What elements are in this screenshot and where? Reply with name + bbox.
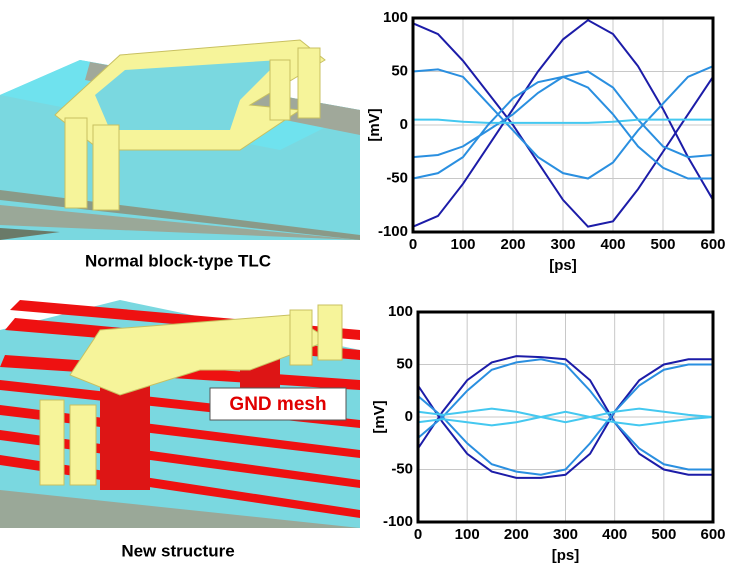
annotation: GND mesh bbox=[229, 394, 326, 415]
y-tick-label: -100 bbox=[383, 513, 413, 530]
x-tick-label: 300 bbox=[550, 236, 575, 253]
x-tick-label: 500 bbox=[651, 526, 676, 543]
x-tick-label: 200 bbox=[504, 526, 529, 543]
y-tick-label: 50 bbox=[391, 62, 408, 79]
x-tick-label: 0 bbox=[414, 526, 422, 543]
x-tick-label: 100 bbox=[455, 526, 480, 543]
caption: Normal block-type TLC bbox=[85, 251, 271, 270]
y-axis-label: [mV] bbox=[366, 108, 383, 141]
y-tick-label: 0 bbox=[405, 408, 413, 425]
caption: New structure bbox=[121, 541, 234, 560]
x-tick-label: 0 bbox=[409, 236, 417, 253]
x-axis-label: [ps] bbox=[549, 257, 577, 274]
render-normal bbox=[0, 40, 360, 240]
y-tick-label: 100 bbox=[388, 303, 413, 320]
y-axis-label: [mV] bbox=[371, 400, 388, 433]
x-tick-label: 400 bbox=[602, 526, 627, 543]
y-tick-label: 0 bbox=[400, 116, 408, 133]
figure: GND mesh Normal block-type TLC New struc… bbox=[0, 0, 734, 568]
x-axis-label: [ps] bbox=[552, 547, 580, 564]
y-tick-label: -50 bbox=[391, 460, 413, 477]
y-tick-label: 50 bbox=[396, 355, 413, 372]
x-tick-label: 600 bbox=[700, 236, 725, 253]
y-tick-label: -50 bbox=[386, 169, 408, 186]
x-tick-label: 300 bbox=[553, 526, 578, 543]
x-tick-label: 400 bbox=[600, 236, 625, 253]
y-tick-label: -100 bbox=[378, 223, 408, 240]
x-tick-label: 600 bbox=[700, 526, 725, 543]
y-tick-label: 100 bbox=[383, 9, 408, 26]
x-tick-label: 200 bbox=[500, 236, 525, 253]
render-new: GND mesh bbox=[0, 300, 360, 528]
x-tick-label: 100 bbox=[450, 236, 475, 253]
x-tick-label: 500 bbox=[650, 236, 675, 253]
